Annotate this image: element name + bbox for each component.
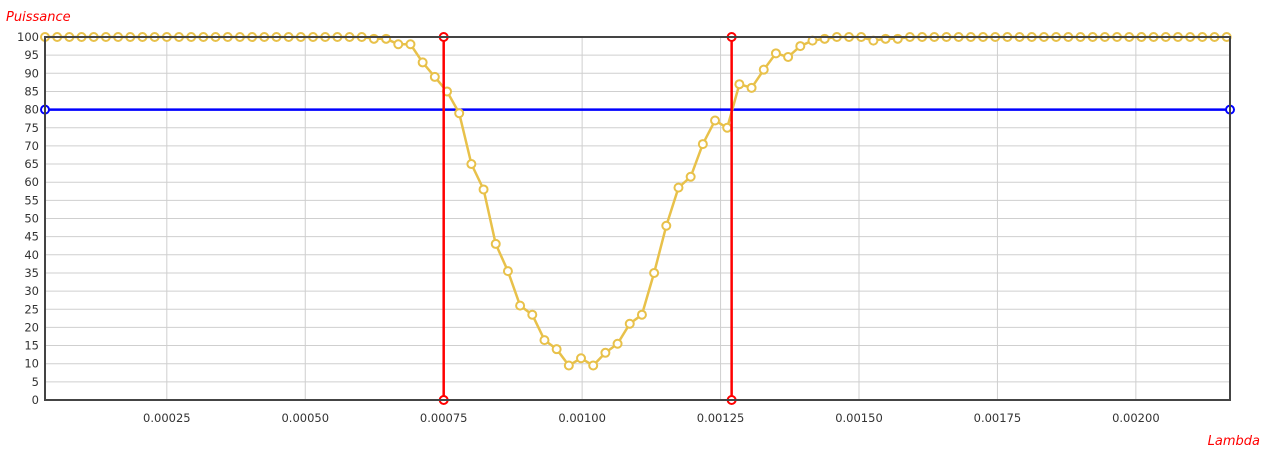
y-tick-label: 75 — [24, 121, 39, 135]
curve-point — [539, 335, 550, 346]
power-curve-group — [40, 32, 1232, 371]
curve-point — [478, 184, 489, 195]
curve-point — [673, 182, 684, 193]
x-axis-title: Lambda — [1207, 434, 1260, 449]
x-tick-labels: 0.00025 0.00050 0.00075 0.00100 0.00125 0.001… — [143, 411, 1160, 425]
curve-point — [612, 338, 623, 349]
curve-point — [527, 309, 538, 320]
curve-point — [710, 115, 721, 126]
y-tick-label: 0 — [32, 393, 39, 407]
y-tick-label: 20 — [24, 320, 39, 334]
curve-point — [649, 267, 660, 278]
curve-point — [551, 344, 562, 355]
curve-point — [746, 82, 757, 93]
curve-point — [685, 171, 696, 182]
y-tick-label: 30 — [24, 284, 39, 298]
x-tick-label: 0.00050 — [281, 411, 329, 425]
y-tick-label: 70 — [24, 139, 39, 153]
curve-point — [770, 48, 781, 59]
plot-frame — [44, 36, 1231, 401]
y-tick-label: 90 — [24, 66, 39, 80]
curve-point — [661, 220, 672, 231]
curve-point — [624, 318, 635, 329]
vertical-markers-group — [438, 32, 737, 405]
y-axis-title: Puissance — [6, 10, 71, 25]
curve-point — [563, 360, 574, 371]
power-curve — [45, 35, 1227, 368]
curve-point — [722, 122, 733, 133]
y-tick-label: 55 — [24, 193, 39, 207]
curve-point — [758, 64, 769, 75]
curve-point — [466, 159, 477, 170]
y-tick-label: 40 — [24, 248, 39, 262]
curve-point — [697, 139, 708, 150]
curve-point — [417, 57, 428, 68]
y-tick-label: 60 — [24, 175, 39, 189]
curve-point — [636, 309, 647, 320]
y-tick-label: 50 — [24, 212, 39, 226]
y-tick-label: 35 — [24, 266, 39, 280]
curve-point — [734, 79, 745, 90]
curve-point — [502, 266, 513, 277]
y-tick-label: 100 — [17, 30, 39, 44]
x-tick-label: 0.00075 — [420, 411, 468, 425]
curve-point — [393, 39, 404, 50]
curve-point — [600, 347, 611, 358]
y-tick-label: 25 — [24, 302, 39, 316]
y-tick-label: 45 — [24, 230, 39, 244]
y-tick-label: 85 — [24, 84, 39, 98]
y-tick-labels: 0 5 10 15 20 25 30 35 40 45 50 55 60 65 70 75 80 85 90 95 10… — [17, 30, 39, 407]
curve-point — [405, 39, 416, 50]
y-tick-label: 5 — [32, 375, 39, 389]
x-tick-label: 0.00150 — [835, 411, 883, 425]
x-tick-label: 0.00175 — [974, 411, 1022, 425]
y-tick-label: 10 — [24, 357, 39, 371]
x-tick-label: 0.00025 — [143, 411, 191, 425]
x-tick-label: 0.00125 — [697, 411, 745, 425]
curve-point — [429, 71, 440, 82]
curve-point — [783, 51, 794, 62]
x-tick-label: 0.00200 — [1112, 411, 1160, 425]
y-tick-label: 15 — [24, 339, 39, 353]
threshold-line-group — [40, 104, 1235, 115]
x-tick-label: 0.00100 — [558, 411, 606, 425]
curve-point — [490, 238, 501, 249]
curve-point — [795, 41, 806, 52]
y-tick-label: 95 — [24, 48, 39, 62]
y-tick-label: 80 — [24, 103, 39, 117]
curve-point — [454, 108, 465, 119]
curve-point — [576, 353, 587, 364]
y-tick-label: 65 — [24, 157, 39, 171]
grid — [45, 36, 1230, 401]
curve-point — [515, 300, 526, 311]
curve-point — [588, 360, 599, 371]
